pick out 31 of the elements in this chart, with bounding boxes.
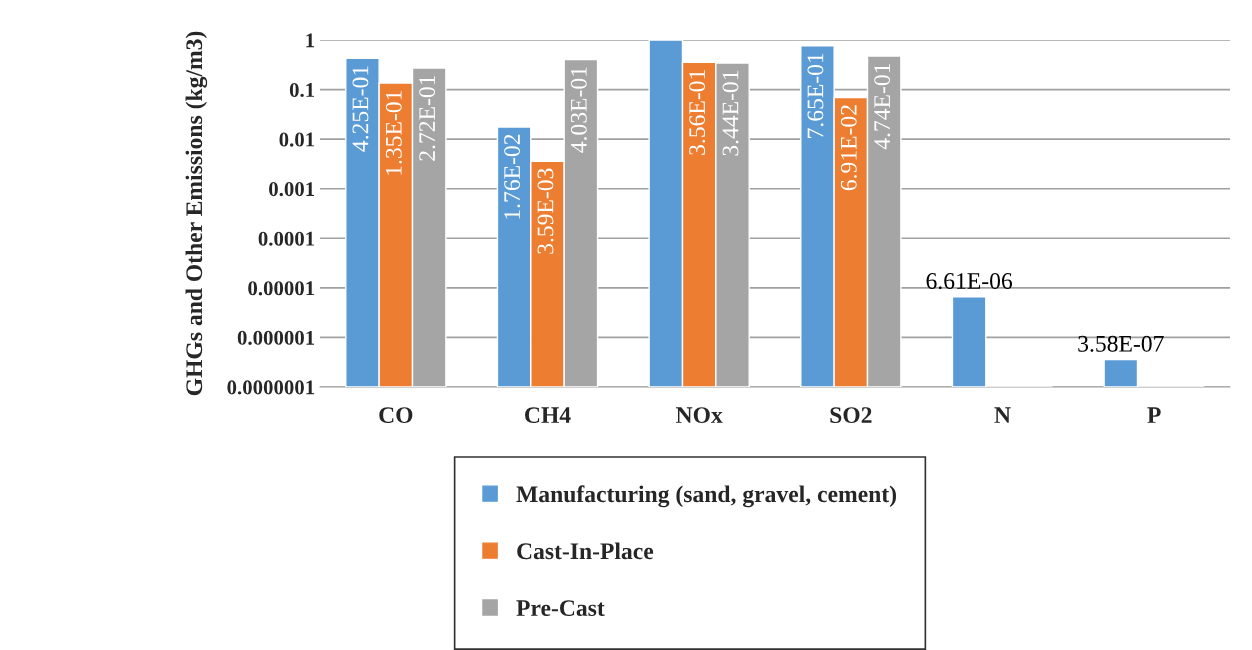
x-tick-label: CH4	[525, 407, 571, 424]
data-label: 2.72E-01	[419, 75, 436, 161]
data-label: 4.74E-01	[874, 63, 891, 150]
data-label: 6.91E-02	[840, 105, 857, 191]
y-tick-label: 1	[306, 33, 315, 48]
legend-label: Manufacturing (sand, gravel, cement)	[516, 485, 896, 508]
data-label: 3.58E-07	[1078, 335, 1164, 352]
y-axis-title: GHGs and Other Emissions (kg/m3)	[185, 31, 208, 396]
legend-label: Pre-Cast	[516, 600, 605, 617]
legend-label: Cast-In-Place	[517, 542, 654, 560]
data-label: 3.44E-01	[722, 70, 739, 156]
x-tick-label: N	[994, 407, 1011, 423]
x-tick-label: NOx	[676, 407, 723, 424]
data-label: 1.76E-02	[504, 134, 521, 219]
y-tick-label: 0.001	[269, 182, 315, 197]
y-tick-label: 0.1	[289, 82, 315, 98]
data-label: 4.03E-01	[570, 67, 587, 153]
y-tick-label: 0.0001	[258, 231, 315, 246]
data-label: 4.25E-01	[352, 66, 369, 152]
y-tick-label: 0.0000001	[227, 380, 315, 395]
x-tick-label: P	[1147, 407, 1161, 423]
x-tick-label: SO2	[830, 407, 872, 424]
data-label: 6.61E-06	[926, 273, 1013, 290]
y-tick-label: 0.000001	[237, 330, 315, 345]
data-label: 3.59E-03	[537, 168, 554, 254]
data-label: 3.56E-01	[689, 70, 706, 155]
data-label: 1.35E-01	[385, 90, 402, 175]
data-label: 7.65E-01	[807, 53, 824, 138]
x-tick-label: CO	[379, 407, 413, 424]
y-tick-label: 0.00001	[248, 281, 315, 296]
y-tick-label: 0.01	[279, 132, 315, 147]
